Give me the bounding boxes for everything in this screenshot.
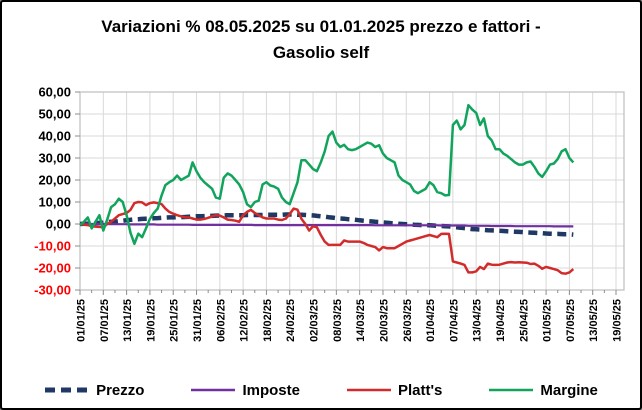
legend-label-imposte: Imposte xyxy=(242,381,300,399)
legend-item-imposte: Imposte xyxy=(190,382,300,399)
y-axis-label: 10,00 xyxy=(38,195,71,210)
chart-title: Variazioni % 08.05.2025 su 01.01.2025 pr… xyxy=(101,17,541,62)
x-axis-label: 01/04/25 xyxy=(425,299,437,342)
series-line-imposte xyxy=(80,222,574,228)
legend-label-prezzo: Prezzo xyxy=(96,381,145,399)
y-axis-label: 50,00 xyxy=(38,107,71,122)
x-axis-label: 06/02/25 xyxy=(215,299,227,342)
x-axis-label: 19/05/25 xyxy=(612,299,624,342)
x-axis-label: 01/05/25 xyxy=(542,299,554,342)
series-line-prezzo xyxy=(79,212,574,237)
y-axis-label: -10,00 xyxy=(34,239,71,254)
x-axis-label: 25/01/25 xyxy=(169,299,181,342)
x-axis-label: 13/01/25 xyxy=(122,299,134,342)
series-line-margine xyxy=(79,103,575,246)
legend-line-sample-margine xyxy=(489,388,534,392)
x-axis-label: 12/02/25 xyxy=(239,299,251,342)
x-axis-label: 18/02/25 xyxy=(262,299,274,342)
plot-svg: 60,00 50,00 40,00 30,00 20,00 10,00 0,00 -10,00… xyxy=(34,85,625,342)
y-axis-label: 60,00 xyxy=(38,85,71,100)
legend-line-sample-prezzo xyxy=(45,387,90,393)
y-axis-label: 20,00 xyxy=(38,173,71,188)
x-axis-label: 13/05/25 xyxy=(588,299,600,342)
legend-item-margine: Margine xyxy=(488,382,598,399)
legend-label-platts: Platt's xyxy=(397,381,443,399)
plot-frame xyxy=(79,91,625,291)
x-axis-label: 13/04/25 xyxy=(472,299,484,342)
x-axis-label: 20/03/25 xyxy=(378,299,390,342)
series-line-platts xyxy=(79,200,575,275)
x-axis-label: 14/03/25 xyxy=(355,299,367,342)
x-axis-label: 31/01/25 xyxy=(192,299,204,342)
y-axis-label: -30,00 xyxy=(34,283,71,298)
y-axis-label: -20,00 xyxy=(34,261,71,276)
x-axis-label: 08/03/25 xyxy=(332,299,344,342)
y-axis-label: 40,00 xyxy=(38,129,71,144)
y-axis-label: 0,00 xyxy=(46,217,71,232)
legend-item-prezzo: Prezzo xyxy=(44,382,144,399)
y-axis-label: 30,00 xyxy=(38,151,71,166)
x-axis-label: 07/01/25 xyxy=(99,299,111,342)
x-axis-label: 26/03/25 xyxy=(402,299,414,342)
x-axis-label: 07/05/25 xyxy=(565,299,577,342)
legend-item-platts: Platt's xyxy=(346,382,442,399)
x-axis-label: 01/01/25 xyxy=(76,299,88,342)
x-axis-label: 19/01/25 xyxy=(145,299,157,342)
legend-line-sample-platts xyxy=(346,388,391,392)
x-axis-label: 02/03/25 xyxy=(309,299,321,342)
legend: Prezzo Imposte Platt's Margine xyxy=(2,374,640,406)
legend-line-sample-imposte xyxy=(191,388,236,392)
legend-label-margine: Margine xyxy=(540,381,598,399)
x-axis-label: 24/02/25 xyxy=(285,299,297,342)
x-axis-label: 19/04/25 xyxy=(495,299,507,342)
x-axis-label: 25/04/25 xyxy=(518,299,530,342)
x-axis-label: 07/04/25 xyxy=(448,299,460,342)
